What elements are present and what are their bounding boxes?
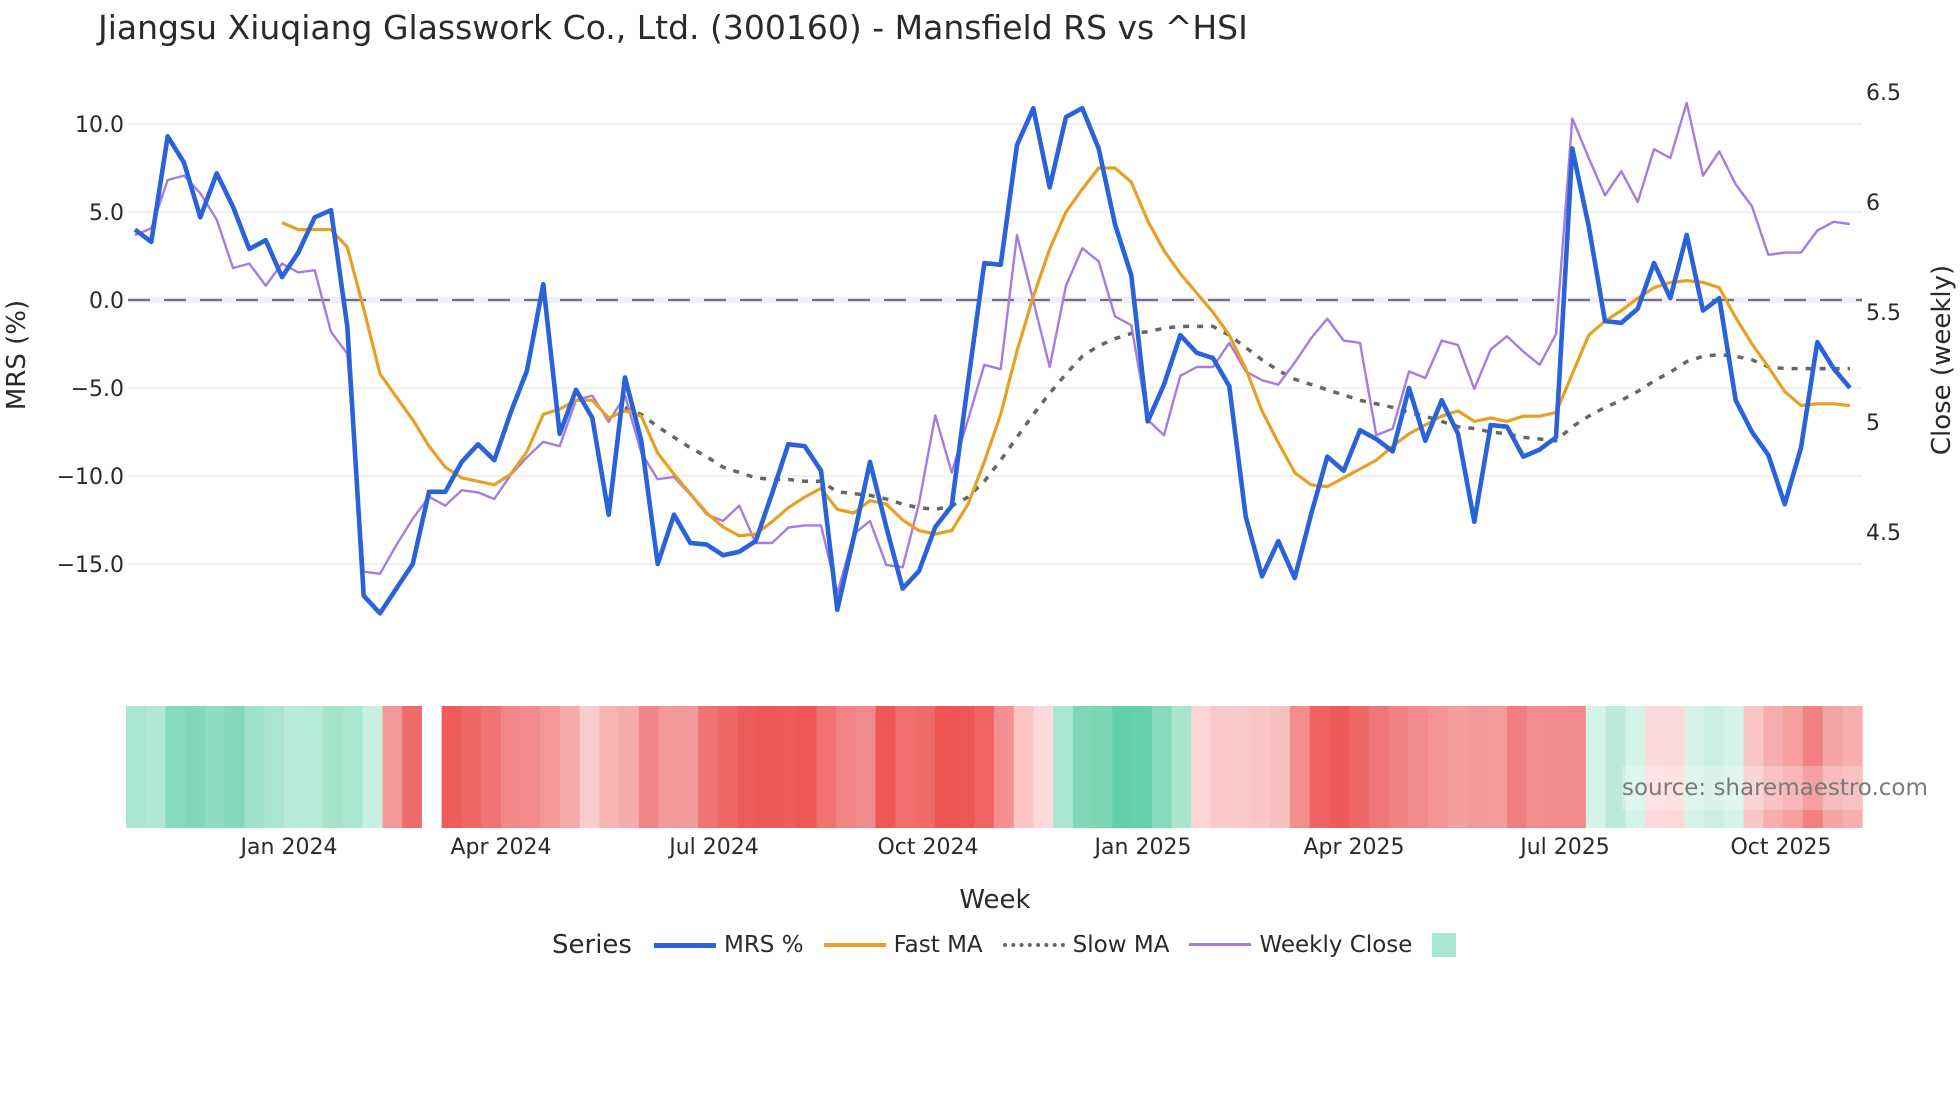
legend-line-icon <box>823 937 886 953</box>
y-axis-right-title: Close (weekly) <box>1927 265 1957 455</box>
y-left-tick-label: −5.0 <box>71 377 124 402</box>
x-tick-label: Apr 2025 <box>1303 835 1404 860</box>
x-tick-label: Apr 2024 <box>450 835 551 860</box>
y-left-tick-label: 0.0 <box>89 289 124 314</box>
x-tick-label: Jan 2024 <box>239 835 338 860</box>
x-tick-label: Jul 2024 <box>667 835 759 860</box>
series-lines <box>133 101 1852 616</box>
x-axis: Jan 2024 Apr 2024 Jul 2024 Oct 2024 Jan 2025… <box>239 835 1832 860</box>
legend-line-icon <box>1189 937 1252 953</box>
x-tick-label: Oct 2024 <box>877 835 978 860</box>
legend-item-weekly-close[interactable]: Weekly Close <box>1189 932 1412 958</box>
slow-ma-line <box>624 324 1850 512</box>
y-right-tick-label: 6 <box>1866 191 1880 216</box>
y-axis-left-title: MRS (%) <box>2 300 32 410</box>
y-right-tick-label: 5.5 <box>1866 301 1901 326</box>
y-right-tick-label: 4.5 <box>1866 521 1901 546</box>
y-axis-right: 6.5 6 5.5 5 4.5 <box>1866 81 1901 546</box>
fast-ma-line <box>281 166 1851 538</box>
heatmap-strip <box>126 706 1863 828</box>
x-tick-label: Jul 2025 <box>1518 835 1610 860</box>
y-right-tick-label: 6.5 <box>1866 81 1901 106</box>
x-tick-label: Jan 2025 <box>1093 835 1192 860</box>
legend-item-fast-ma[interactable]: Fast MA <box>823 932 983 958</box>
legend-item-slow-ma[interactable]: Slow MA <box>1002 932 1170 958</box>
legend-label: Weekly Close <box>1259 932 1413 958</box>
legend-dotted-line-icon <box>1002 937 1065 953</box>
mrs-line <box>133 105 1852 616</box>
gridlines <box>128 123 1862 565</box>
legend-line-icon <box>653 937 716 953</box>
legend-item-heatmap[interactable] <box>1432 933 1457 957</box>
x-tick-label: Oct 2025 <box>1730 835 1831 860</box>
weekly-close-line <box>134 101 1851 595</box>
y-axis-left: 10.0 5.0 0.0 −5.0 −10.0 −15.0 <box>57 113 124 578</box>
y-left-tick-label: −10.0 <box>57 465 124 490</box>
legend: Series MRS % Fast MA Slow MA Weekly Clos… <box>552 925 1476 965</box>
x-axis-title: Week <box>959 885 1030 915</box>
legend-item-mrs[interactable]: MRS % <box>653 932 804 958</box>
source-label: source: sharemaestro.com <box>1622 775 1928 801</box>
y-left-tick-label: 10.0 <box>75 113 124 138</box>
legend-heat-swatch-icon <box>1432 933 1457 957</box>
legend-label: Slow MA <box>1072 932 1170 958</box>
y-left-tick-label: −15.0 <box>57 553 124 578</box>
legend-label: MRS % <box>723 932 804 958</box>
legend-title: Series <box>552 930 632 960</box>
chart-title: Jiangsu Xiuqiang Glasswork Co., Ltd. (30… <box>98 8 1248 47</box>
y-left-tick-label: 5.0 <box>89 201 124 226</box>
legend-label: Fast MA <box>893 932 983 958</box>
y-right-tick-label: 5 <box>1866 411 1880 436</box>
